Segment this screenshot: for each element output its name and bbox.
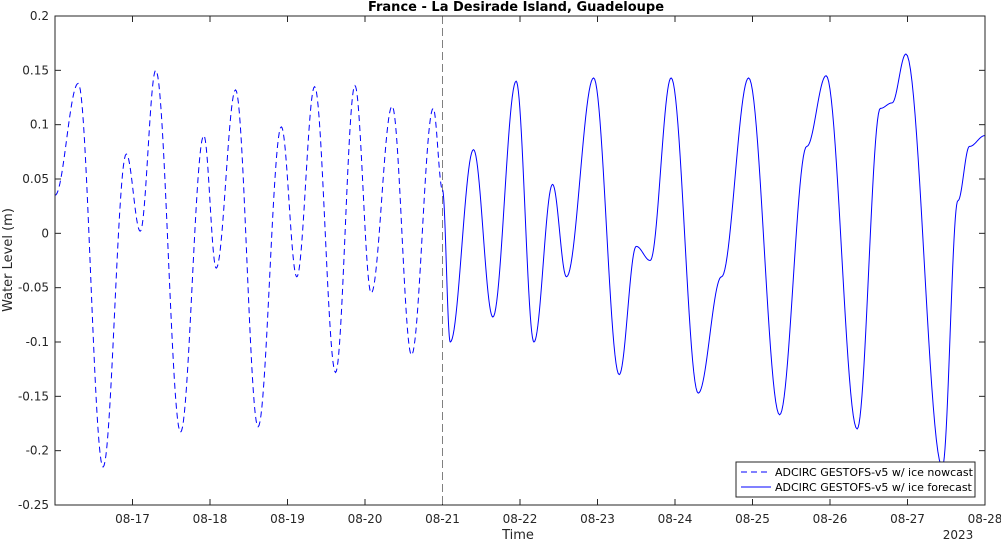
x-tick-label: 08-24 bbox=[658, 512, 693, 526]
x-tick-label: 08-21 bbox=[425, 512, 460, 526]
x-tick-label: 08-25 bbox=[735, 512, 770, 526]
year-label: 2023 bbox=[943, 528, 974, 541]
y-tick-label: 0.1 bbox=[30, 118, 49, 132]
y-tick-label: 0 bbox=[41, 226, 49, 240]
x-tick-label: 08-23 bbox=[580, 512, 615, 526]
x-tick-label: 08-18 bbox=[193, 512, 228, 526]
y-tick-label: 0.2 bbox=[30, 9, 49, 23]
y-tick-label: -0.1 bbox=[26, 335, 49, 349]
y-tick-label: 0.05 bbox=[22, 172, 49, 186]
chart-title: France - La Desirade Island, Guadeloupe bbox=[368, 0, 664, 15]
series-line-forecast bbox=[442, 53, 986, 468]
x-tick-label: 08-17 bbox=[115, 512, 150, 526]
x-tick-label: 08-20 bbox=[348, 512, 383, 526]
y-axis: -0.25 -0.2 -0.15 -0.1 -0.05 0 0.05 0.1 0.15 0.2 bbox=[18, 9, 985, 512]
legend-label-forecast: ADCIRC GESTOFS-v5 w/ ice forecast bbox=[775, 481, 973, 494]
plot-frame bbox=[54, 15, 986, 506]
x-tick-label: 08-19 bbox=[270, 512, 305, 526]
y-tick-label: -0.15 bbox=[18, 389, 49, 403]
x-tick-label: 08-28 bbox=[968, 512, 1001, 526]
y-tick-label: 0.15 bbox=[22, 63, 49, 77]
x-tick-label: 08-26 bbox=[813, 512, 848, 526]
y-tick-label: -0.2 bbox=[26, 444, 49, 458]
y-tick-label: -0.05 bbox=[18, 281, 49, 295]
plot-area bbox=[55, 16, 985, 505]
x-axis-title: Time bbox=[501, 528, 534, 541]
x-axis: 08-17 08-18 08-19 08-20 08-21 08-22 08-23 08-24… bbox=[115, 16, 1001, 526]
legend: ADCIRC GESTOFS-v5 w/ ice nowcast ADCIRC … bbox=[735, 461, 976, 498]
legend-label-nowcast: ADCIRC GESTOFS-v5 w/ ice nowcast bbox=[775, 466, 974, 479]
x-tick-label: 08-22 bbox=[503, 512, 538, 526]
series-line-nowcast bbox=[54, 69, 443, 468]
y-axis-title: Water Level (m) bbox=[1, 208, 16, 312]
legend-box bbox=[735, 461, 976, 498]
y-tick-label: -0.25 bbox=[18, 498, 49, 512]
x-tick-label: 08-27 bbox=[890, 512, 925, 526]
